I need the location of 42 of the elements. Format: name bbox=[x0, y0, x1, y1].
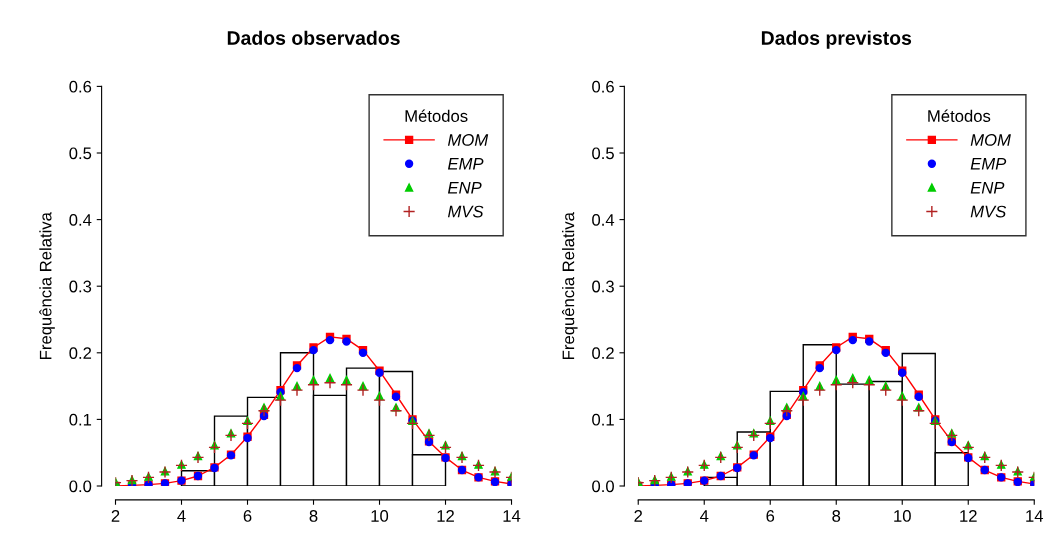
y-axis-title: Frequência Relativa bbox=[561, 212, 578, 359]
x-tick-label: 12 bbox=[437, 510, 454, 522]
x-tick-label: 6 bbox=[766, 510, 775, 522]
y-tick-label: 0.0 bbox=[592, 480, 614, 493]
y-tick-label: 0.3 bbox=[69, 280, 92, 293]
y-tick-label: 0.0 bbox=[69, 480, 92, 493]
x-tick-label: 12 bbox=[960, 510, 977, 522]
legend-label: EMP bbox=[447, 158, 484, 170]
y-tick-label: 0.2 bbox=[592, 347, 614, 359]
x-tick-label: 4 bbox=[177, 510, 186, 522]
chart-title: Dados observados bbox=[227, 30, 400, 45]
x-tick-label: 10 bbox=[894, 510, 911, 522]
y-tick-label: 0.2 bbox=[69, 347, 92, 359]
x-tick-label: 14 bbox=[1026, 510, 1044, 522]
y-tick-label: 0.4 bbox=[69, 214, 92, 226]
x-tick-label: 10 bbox=[371, 510, 389, 522]
legend-label: ENP bbox=[970, 181, 1005, 194]
x-tick-label: 6 bbox=[243, 510, 252, 522]
y-tick-label: 0.6 bbox=[592, 80, 614, 93]
legend-title: Métodos bbox=[928, 109, 991, 122]
legend-label: EMP bbox=[970, 158, 1007, 170]
legend-label: MOM bbox=[447, 134, 489, 146]
legend-label: MOM bbox=[970, 134, 1011, 146]
y-tick-label: 0.6 bbox=[69, 80, 92, 93]
y-tick-label: 0.3 bbox=[592, 280, 614, 293]
y-tick-label: 0.1 bbox=[592, 413, 614, 426]
x-tick-label: 4 bbox=[699, 510, 709, 522]
legend-label: MVS bbox=[447, 205, 484, 218]
legend-title: Métodos bbox=[405, 109, 468, 122]
x-tick-label: 2 bbox=[111, 510, 120, 522]
x-tick-label: 8 bbox=[832, 510, 841, 522]
x-tick-label: 8 bbox=[309, 510, 318, 522]
y-tick-label: 0.5 bbox=[592, 147, 614, 160]
legend-label: MVS bbox=[970, 205, 1007, 218]
x-tick-label: 14 bbox=[503, 510, 521, 522]
x-tick-label: 2 bbox=[634, 510, 643, 522]
y-axis-title: Frequência Relativa bbox=[39, 212, 55, 359]
y-tick-label: 0.5 bbox=[69, 147, 92, 160]
y-tick-label: 0.4 bbox=[592, 214, 615, 226]
y-tick-label: 0.1 bbox=[69, 413, 92, 426]
legend-label: ENP bbox=[447, 181, 482, 194]
chart-title: Dados previstos bbox=[761, 30, 912, 49]
